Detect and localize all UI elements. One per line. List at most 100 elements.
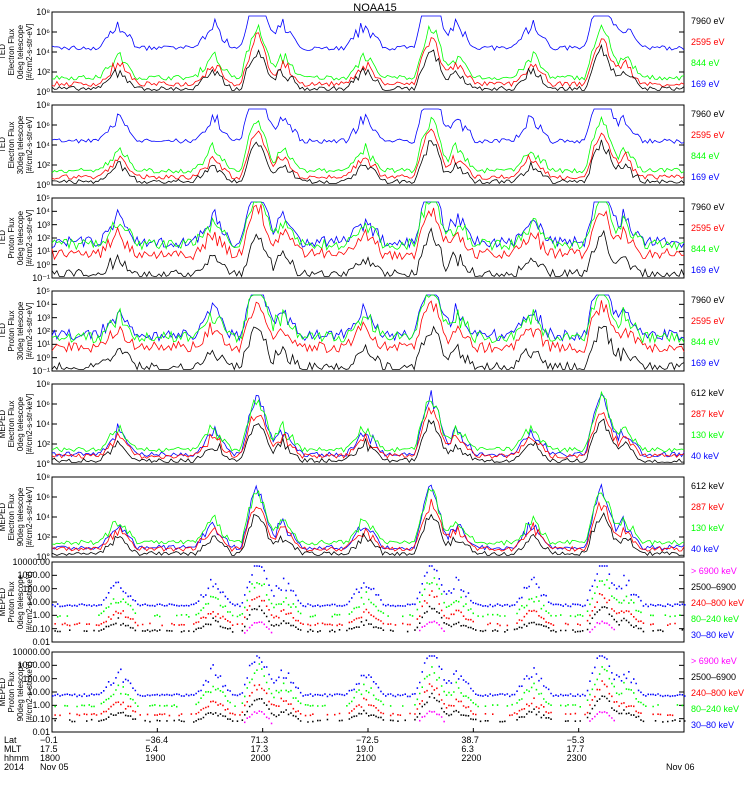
panel-ylabel-1: TED Electron Flux 0deg telescope [#/cm2-… [0,23,34,81]
series-line-black [51,227,685,278]
panel-frame-1 [51,11,685,93]
xaxis-value: −5.3 [566,735,585,745]
ytick-label: 10⁴ [36,512,50,522]
series-line-green [51,201,685,252]
series-line-black [51,325,685,371]
xaxis-row-label: Lat [4,735,17,745]
ytick-label: 10⁴ [36,299,50,310]
xaxis-value: 17.5 [40,744,58,754]
legend-entry: 612 keV [691,388,725,398]
ytick-label: 10⁶ [36,492,50,502]
legend-entry: 130 keV [691,430,725,440]
series-line-red [51,498,685,552]
ytick-label: 100.00 [22,583,50,594]
panel-ylabel-3: TED Proton Flux 0deg telescope [#/cm2-s-… [0,209,34,267]
ytick-label: 10.00 [27,597,50,607]
xaxis-value: 2300 [566,753,587,763]
ytick-label: 10⁴ [36,419,50,429]
ytick-label: 0.01 [32,727,50,737]
xaxis-value: −72.5 [356,735,379,745]
legend-entry: 2595 eV [691,316,725,326]
legend-entry: 612 keV [691,481,725,491]
ytick-label: 0.10 [32,713,50,724]
series-line-black [51,43,685,92]
series-line-green [51,115,685,174]
series-line-red [51,406,685,459]
ytick-label: 10³ [36,312,50,323]
ytick-label: 10000.00 [12,647,50,657]
legend-entry: 7960 eV [691,202,725,212]
legend-entry: 844 eV [691,244,720,254]
xaxis-value: 19.0 [356,744,374,754]
ytick-label: 10⁻¹ [32,273,50,283]
xaxis-value: 2100 [356,753,377,763]
legend-entry: > 6900 keV [691,566,737,576]
series-line-blue [51,201,685,249]
ytick-label: 10⁰ [36,87,50,97]
ytick-label: 1.00 [32,700,50,711]
ytick-label: 10² [36,160,50,170]
legend-entry: 2595 eV [691,223,725,233]
legend-entry: 40 keV [691,451,720,461]
ytick-label: 10² [36,532,50,542]
ytick-label: 10⁸ [36,379,50,389]
xaxis-value: Nov 05 [40,762,69,772]
series-points-black [54,605,684,633]
ytick-label: 10⁸ [36,472,50,482]
ytick-label: 10⁴ [36,140,50,150]
series-line-green [51,23,685,81]
series-line-red [51,300,685,354]
series-line-blue [51,483,685,551]
legend-entry: 287 keV [691,409,725,419]
ytick-label: 1000.00 [17,660,50,671]
ytick-label: 10² [36,439,50,449]
series-line-green [51,294,685,344]
xaxis-value: −36.4 [145,735,169,745]
legend-entry: 169 eV [691,79,720,89]
ytick-label: 10⁵ [36,286,50,296]
xaxis-value: 38.7 [461,735,479,745]
legend-entry: 80–240 keV [691,704,740,714]
ytick-label: 10⁶ [36,27,50,37]
xaxis-value: 1900 [145,753,166,763]
legend-entry: 169 eV [691,172,720,182]
ytick-label: 10⁻¹ [32,366,50,376]
series-line-green [51,390,685,453]
ytick-label: 10⁸ [36,100,50,110]
ytick-label: 10° [36,459,50,469]
xaxis-value: 17.7 [566,744,585,754]
ytick-label: 10² [36,326,50,336]
series-line-blue [51,390,685,458]
ytick-label: 10000.00 [12,557,50,567]
ytick-label: 10⁵ [36,193,50,203]
ytick-label: 10⁴ [36,206,50,217]
series-points-black [54,692,686,723]
legend-entry: 30–80 keV [691,720,735,730]
ytick-label: 10⁸ [36,7,50,17]
series-line-blue [51,294,685,342]
xaxis-row-label: 2014 [4,762,25,772]
xaxis-value: 71.3 [250,735,269,745]
series-line-red [51,128,685,181]
legend-entry: 240–800 keV [691,688,745,698]
xaxis-value: 6.3 [461,744,474,754]
series-line-green [51,487,685,546]
series-line-blue [51,15,685,52]
ytick-label: 1.00 [32,610,50,621]
legend-entry: 7960 eV [691,16,725,26]
ytick-label: 1000.00 [17,570,50,581]
series-points-red [54,680,674,717]
xaxis-value: 2200 [461,753,482,763]
series-points-red [54,590,676,627]
xaxis-row-label: MLT [4,744,22,754]
series-line-red [51,204,685,261]
xaxis-value: Nov 06 [666,762,695,772]
ytick-label: 10⁶ [36,120,50,130]
ytick-label: 10¹ [36,339,50,350]
ytick-label: 10⁶ [36,399,50,409]
ytick-label: 0.01 [32,637,50,647]
ytick-label: 10⁰ [36,352,50,363]
panel-ylabel-8: MEPED Proton Flux 90deg telescope [#/cm2… [0,661,34,723]
xaxis-value: −0.1 [40,735,58,745]
